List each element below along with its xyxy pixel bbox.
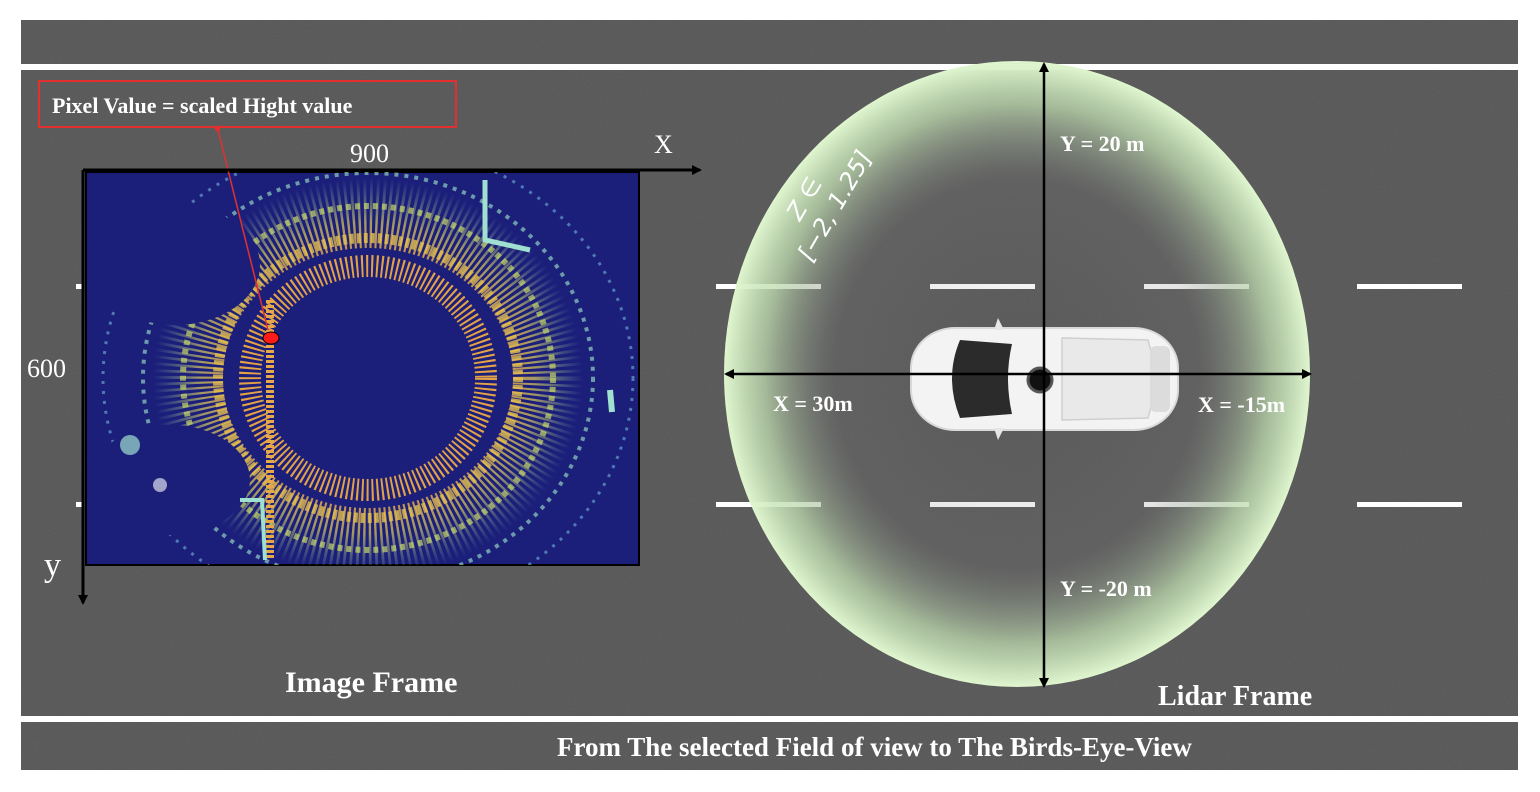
callout-text: Pixel Value = scaled Hight value: [52, 93, 353, 118]
ring: [101, 172, 635, 565]
pixel-value-callout: Pixel Value = scaled Hight value: [38, 80, 457, 331]
height-label: 600: [27, 354, 66, 383]
ring: [180, 203, 556, 553]
lane-dash: [1357, 502, 1462, 507]
lane-dash: [76, 502, 84, 507]
image-frame-axes: 900 X 600 y: [27, 130, 702, 605]
lidar-frame-axes: Y = 20 m Y = -20 m X = 30m X = -15m: [724, 62, 1312, 688]
lane-dash: [1357, 284, 1462, 289]
side-mirror: [994, 318, 1004, 330]
car-roof: [1061, 337, 1155, 421]
sensor-blind-spot: [268, 283, 468, 473]
ring: [141, 172, 595, 565]
footer-caption: From The selected Field of view to The B…: [557, 732, 1192, 762]
lidar-frame-caption: Lidar Frame: [1158, 681, 1312, 712]
ring: [213, 233, 523, 523]
lane-dash: [76, 284, 84, 289]
windshield: [952, 340, 1012, 418]
scatter-blob: [120, 435, 140, 455]
width-label: 900: [350, 139, 389, 168]
structure-edge: [607, 389, 615, 413]
rear-window: [1150, 346, 1170, 412]
top-edge-line: [21, 64, 1518, 70]
x-right-label: X = -15m: [1198, 392, 1285, 417]
structure-edge: [482, 180, 531, 253]
highlighted-pixel: [262, 331, 280, 345]
callout-box: [38, 80, 457, 128]
image-frame-caption: Image Frame: [285, 666, 457, 699]
side-mirror: [994, 428, 1004, 440]
callout-pointer: [213, 125, 269, 331]
shadow-region: [90, 425, 250, 535]
shadow-region: [90, 205, 260, 325]
structure-edge: [240, 498, 267, 561]
x-axis-label: X: [654, 130, 673, 159]
y-bottom-label: Y = -20 m: [1060, 576, 1152, 601]
inner-ring: [239, 255, 497, 501]
bottom-edge-line: [21, 716, 1518, 722]
lidar-sensor-icon: [1026, 366, 1054, 394]
road-edge-lines: [21, 64, 1518, 722]
bev-image: [85, 171, 640, 566]
y-top-label: Y = 20 m: [1060, 131, 1144, 156]
y-axis-label: y: [44, 547, 61, 584]
point-cloud-rings: [86, 172, 639, 565]
x-left-label: X = 30m: [773, 391, 853, 416]
scatter-blob: [153, 478, 167, 492]
